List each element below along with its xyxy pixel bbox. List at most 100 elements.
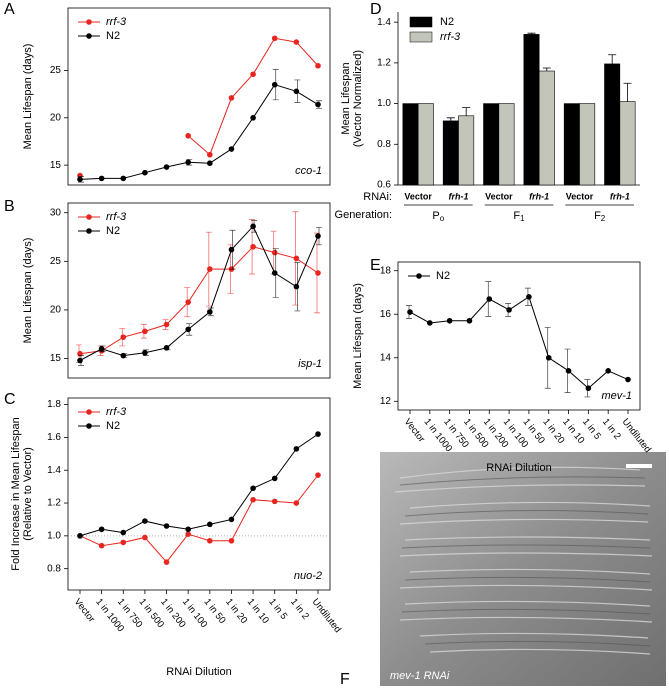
- data-point: [98, 526, 105, 533]
- data-point: [228, 516, 235, 523]
- data-point: [250, 243, 256, 250]
- micrograph: [380, 452, 666, 686]
- series-line: [79, 225, 319, 361]
- x-tick-label: Vector: [404, 191, 432, 201]
- bar: [402, 103, 419, 186]
- x-tick-label: frh-1: [610, 191, 630, 201]
- x-tick-label: frh-1: [529, 191, 549, 201]
- data-point: [293, 39, 300, 45]
- data-point: [98, 346, 105, 352]
- y-tick-label: 1.6: [47, 432, 61, 443]
- data-point: [163, 523, 170, 529]
- data-point: [250, 114, 256, 121]
- data-point: [98, 542, 105, 549]
- data-point: [250, 485, 256, 492]
- y-tick-label: 15: [50, 353, 62, 364]
- y-tick-label: 18: [380, 265, 392, 276]
- data-point: [98, 175, 105, 182]
- data-point: [315, 233, 321, 239]
- y-axis-label: (Relative to Vector): [22, 447, 34, 541]
- y-axis-label: (Vector Normalized): [352, 50, 364, 147]
- row-label: Generation:: [335, 209, 392, 221]
- y-tick-label: 1.2: [377, 58, 391, 69]
- x-tick-label: Undiluted: [310, 597, 343, 635]
- y-axis-label: Mean Lifespan (days): [22, 44, 34, 150]
- panel-letter: A: [4, 1, 15, 18]
- data-point: [120, 334, 127, 340]
- annotation: isp-1: [298, 358, 322, 370]
- x-tick-label: 1 in 20: [223, 597, 249, 626]
- row-label: RNAi:: [363, 191, 392, 203]
- error-bar: [623, 82, 632, 102]
- annotation: cco-1: [295, 165, 322, 177]
- legend-label: N2: [106, 420, 120, 432]
- data-point: [250, 496, 256, 503]
- generation-label: F1: [513, 210, 525, 223]
- data-point: [142, 518, 148, 524]
- x-tick-label: Vector: [566, 191, 594, 201]
- panel-letter: B: [4, 198, 15, 215]
- error-bar: [446, 117, 455, 121]
- bar: [458, 115, 475, 186]
- data-point: [207, 266, 213, 272]
- data-point: [250, 71, 256, 78]
- legend-label: rrf-3: [106, 406, 127, 418]
- data-point: [77, 533, 83, 539]
- legend-swatch: [409, 16, 433, 28]
- series-line: [409, 296, 629, 389]
- y-tick-label: 0.8: [377, 139, 391, 150]
- data-point: [271, 270, 278, 276]
- legend-marker: [86, 19, 92, 25]
- data-point: [185, 132, 191, 139]
- y-tick-label: 20: [50, 112, 62, 123]
- x-tick-label: 1 in 2: [600, 417, 623, 442]
- data-point: [315, 62, 321, 69]
- y-tick-label: 16: [380, 309, 392, 320]
- panel-letter: F: [340, 671, 350, 688]
- data-point: [315, 270, 321, 276]
- data-point: [250, 223, 256, 230]
- generation-subscript: o: [440, 214, 445, 223]
- legend-marker: [86, 409, 92, 415]
- series-line: [79, 474, 319, 563]
- data-point: [466, 317, 473, 324]
- y-tick-label: 30: [50, 207, 62, 218]
- data-point: [142, 349, 148, 356]
- panel-letter: D: [370, 1, 382, 18]
- x-tick-label: 1 in 10: [245, 597, 271, 626]
- data-point: [271, 475, 278, 482]
- bar: [442, 120, 459, 186]
- legend-label: N2: [106, 30, 120, 42]
- data-point: [142, 534, 148, 541]
- error-bar: [462, 107, 471, 116]
- generation-label: Po: [432, 210, 444, 223]
- bar: [498, 103, 515, 186]
- data-point: [407, 309, 413, 315]
- y-tick-label: 1.2: [47, 498, 61, 509]
- data-point: [545, 354, 552, 361]
- data-point: [142, 328, 148, 335]
- data-point: [228, 537, 235, 544]
- bar: [619, 101, 636, 186]
- y-tick-label: 25: [50, 65, 62, 76]
- x-tick-label: Vector: [402, 417, 427, 445]
- data-point: [207, 309, 213, 315]
- data-point: [271, 249, 278, 256]
- data-point: [293, 446, 300, 452]
- x-axis-label: RNAi Dilution: [166, 666, 231, 678]
- data-point: [506, 307, 512, 313]
- data-point: [565, 368, 572, 374]
- legend-label: rrf-3: [440, 31, 461, 43]
- legend-swatch: [409, 31, 433, 43]
- annotation: mev-1: [601, 390, 632, 402]
- y-tick-label: 1.0: [377, 98, 391, 109]
- legend-label: N2: [436, 270, 450, 282]
- x-tick-label: Undiluted: [620, 417, 653, 455]
- legend-label: rrf-3: [106, 16, 127, 28]
- data-point: [315, 472, 321, 478]
- error-bar: [608, 54, 617, 64]
- data-point: [207, 537, 213, 544]
- series-line: [187, 37, 319, 156]
- plot-frame: [397, 261, 641, 411]
